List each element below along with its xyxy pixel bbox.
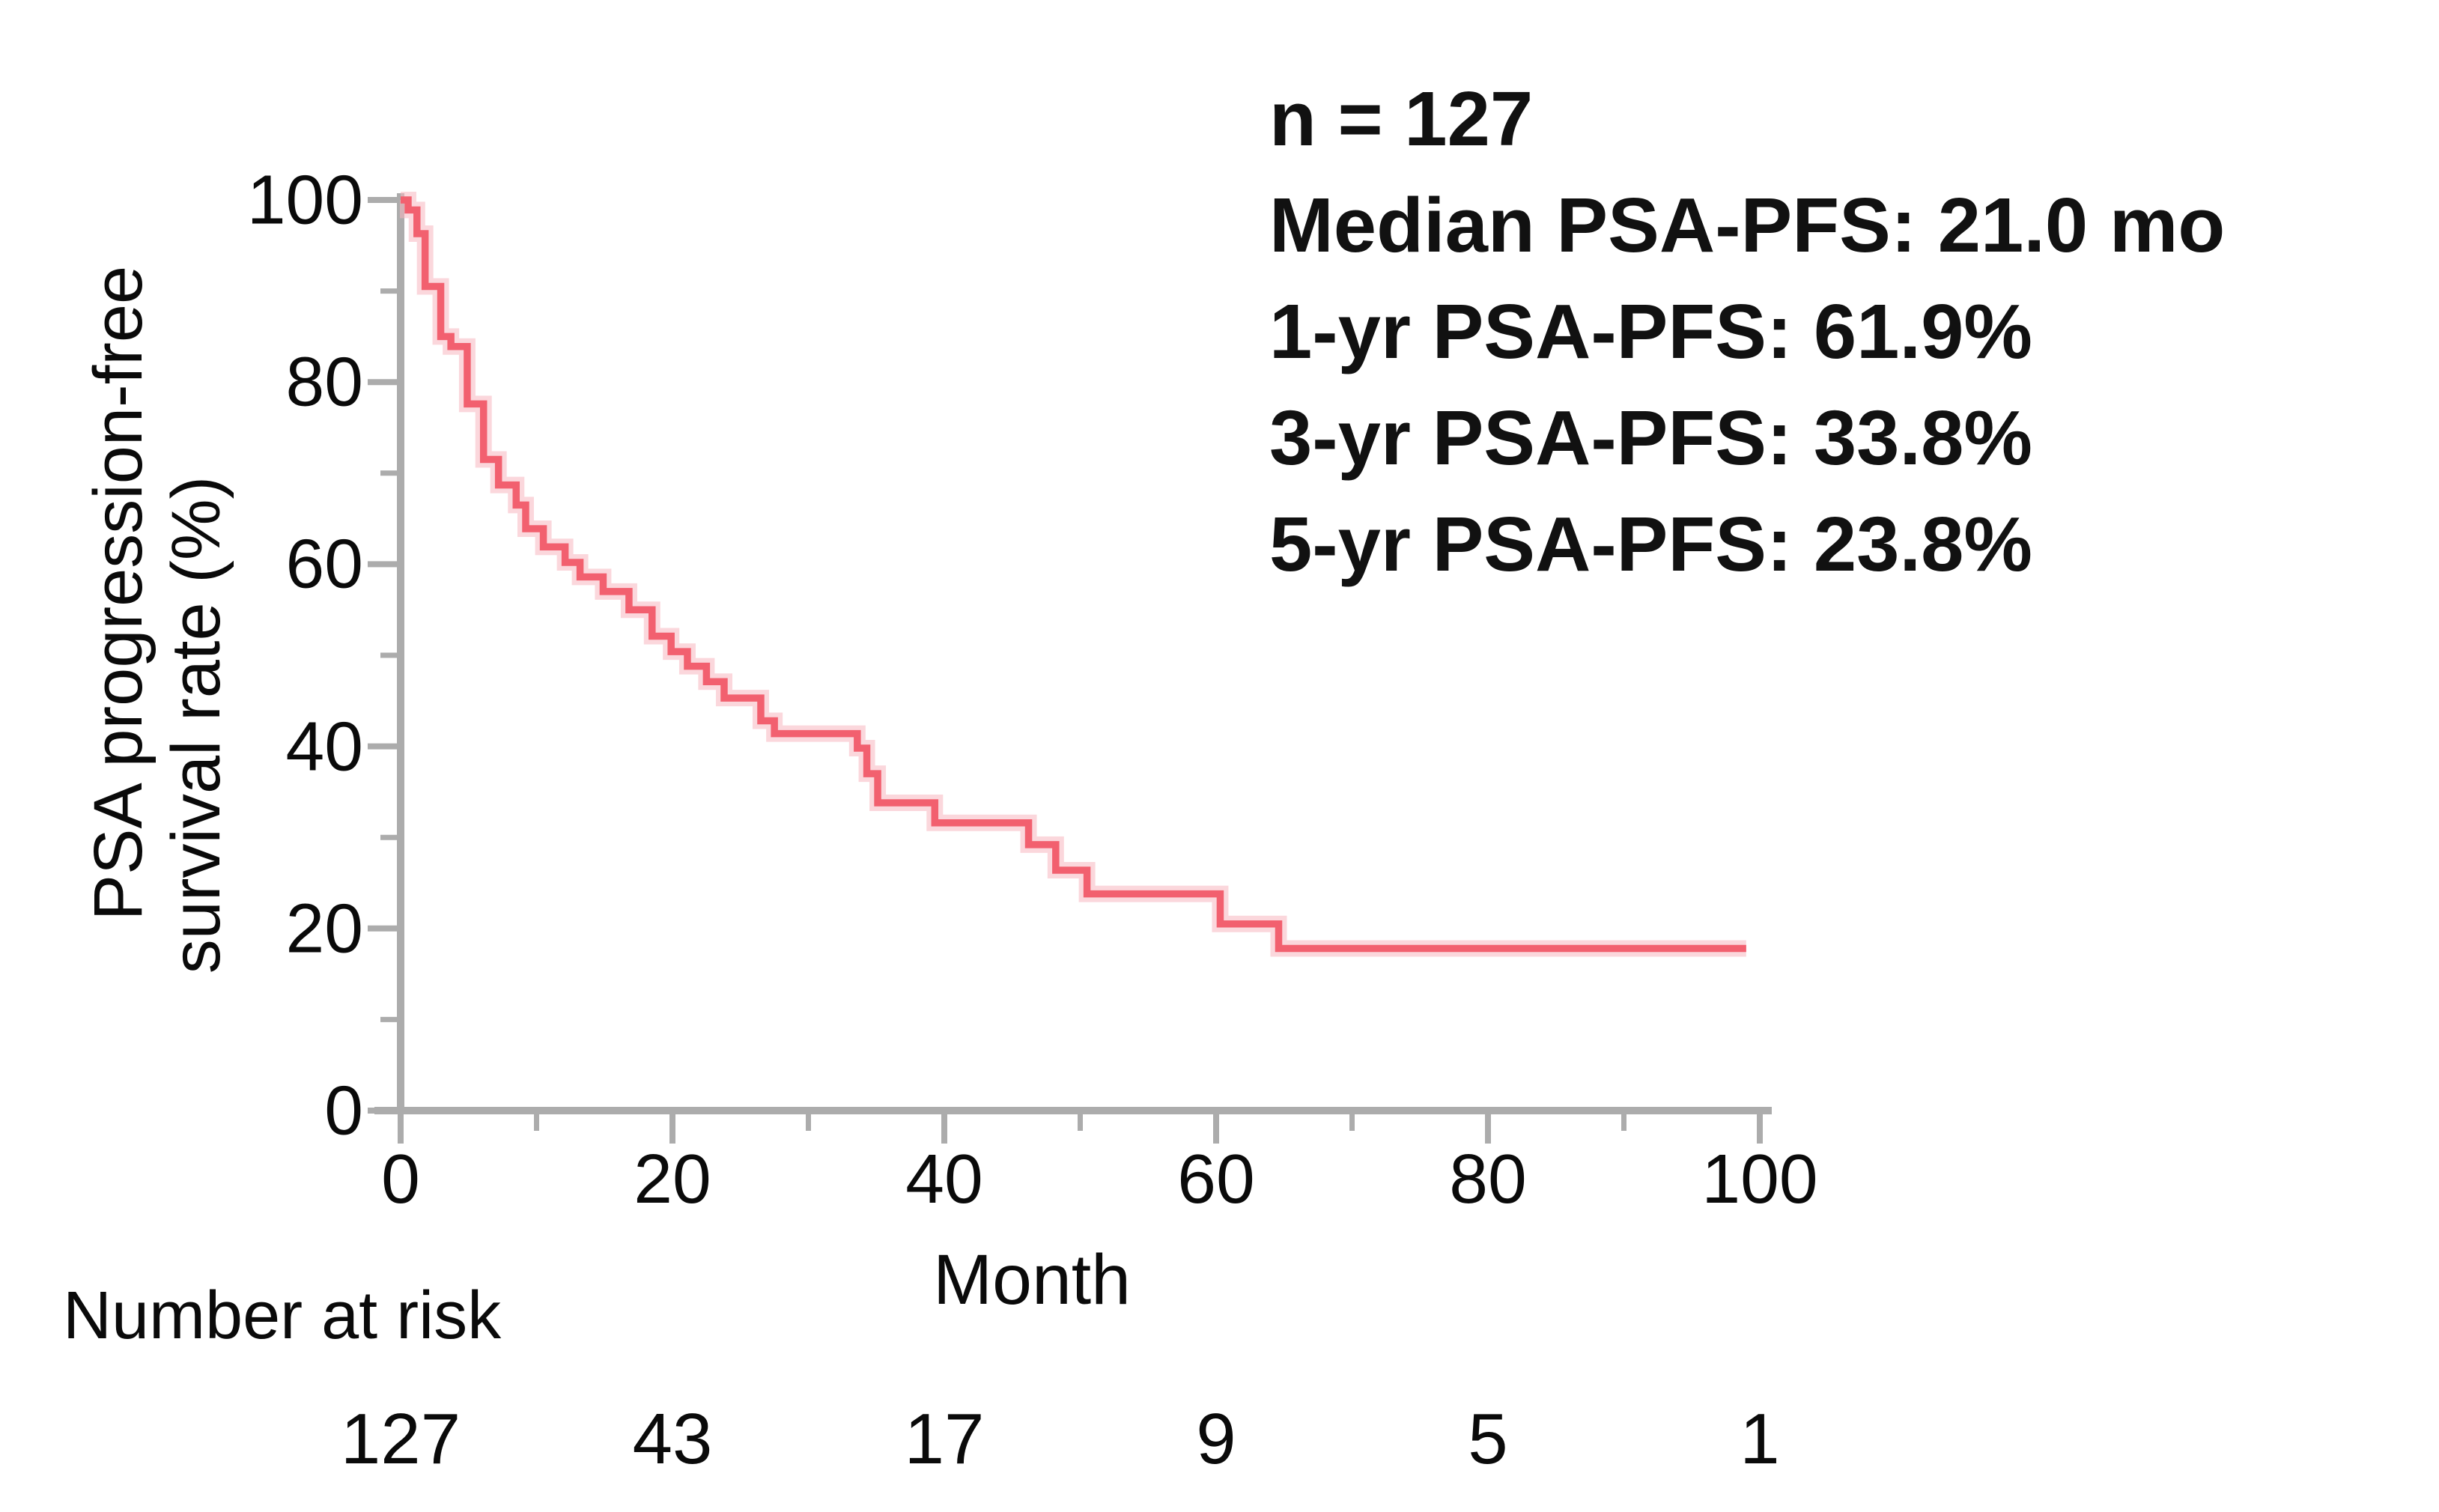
km-curve — [401, 196, 1746, 953]
x-tick-label-0: 0 — [381, 1140, 420, 1218]
number-at-risk-value-0: 127 — [340, 1399, 461, 1479]
number-at-risk-value-60: 9 — [1196, 1399, 1236, 1479]
x-axis-title: Month — [932, 1240, 1132, 1320]
y-tick-label-80: 80 — [285, 342, 363, 421]
y-tick-label-40: 40 — [285, 707, 363, 786]
annotation-5yr: 5-yr PSA-PFS: 23.8% — [1269, 501, 2032, 587]
y-axis-title-line1: PSA progression-free — [80, 265, 157, 921]
annotation-median: Median PSA-PFS: 21.0 mo — [1269, 182, 2226, 268]
stats-annotation: n = 127 Median PSA-PFS: 21.0 mo 1-yr PSA… — [1269, 66, 2225, 598]
x-tick-label-100: 100 — [1701, 1140, 1818, 1218]
x-tick-label-20: 20 — [634, 1140, 711, 1218]
y-tick-label-60: 60 — [285, 524, 363, 603]
y-tick-label-100: 100 — [246, 160, 363, 239]
y-tick-label-0: 0 — [324, 1071, 363, 1150]
number-at-risk-value-80: 5 — [1468, 1399, 1508, 1479]
number-at-risk-value-40: 17 — [904, 1399, 985, 1479]
annotation-n: n = 127 — [1269, 76, 1534, 162]
y-tick-label-20: 20 — [285, 889, 363, 968]
number-at-risk-value-100: 1 — [1740, 1399, 1780, 1479]
x-tick-label-40: 40 — [905, 1140, 983, 1218]
annotation-3yr: 3-yr PSA-PFS: 33.8% — [1269, 395, 2032, 481]
x-tick-label-80: 80 — [1449, 1140, 1527, 1218]
number-at-risk-label: Number at risk — [63, 1278, 502, 1353]
x-tick-label-60: 60 — [1177, 1140, 1255, 1218]
annotation-1yr: 1-yr PSA-PFS: 61.9% — [1269, 288, 2032, 374]
number-at-risk-value-20: 43 — [632, 1399, 713, 1479]
